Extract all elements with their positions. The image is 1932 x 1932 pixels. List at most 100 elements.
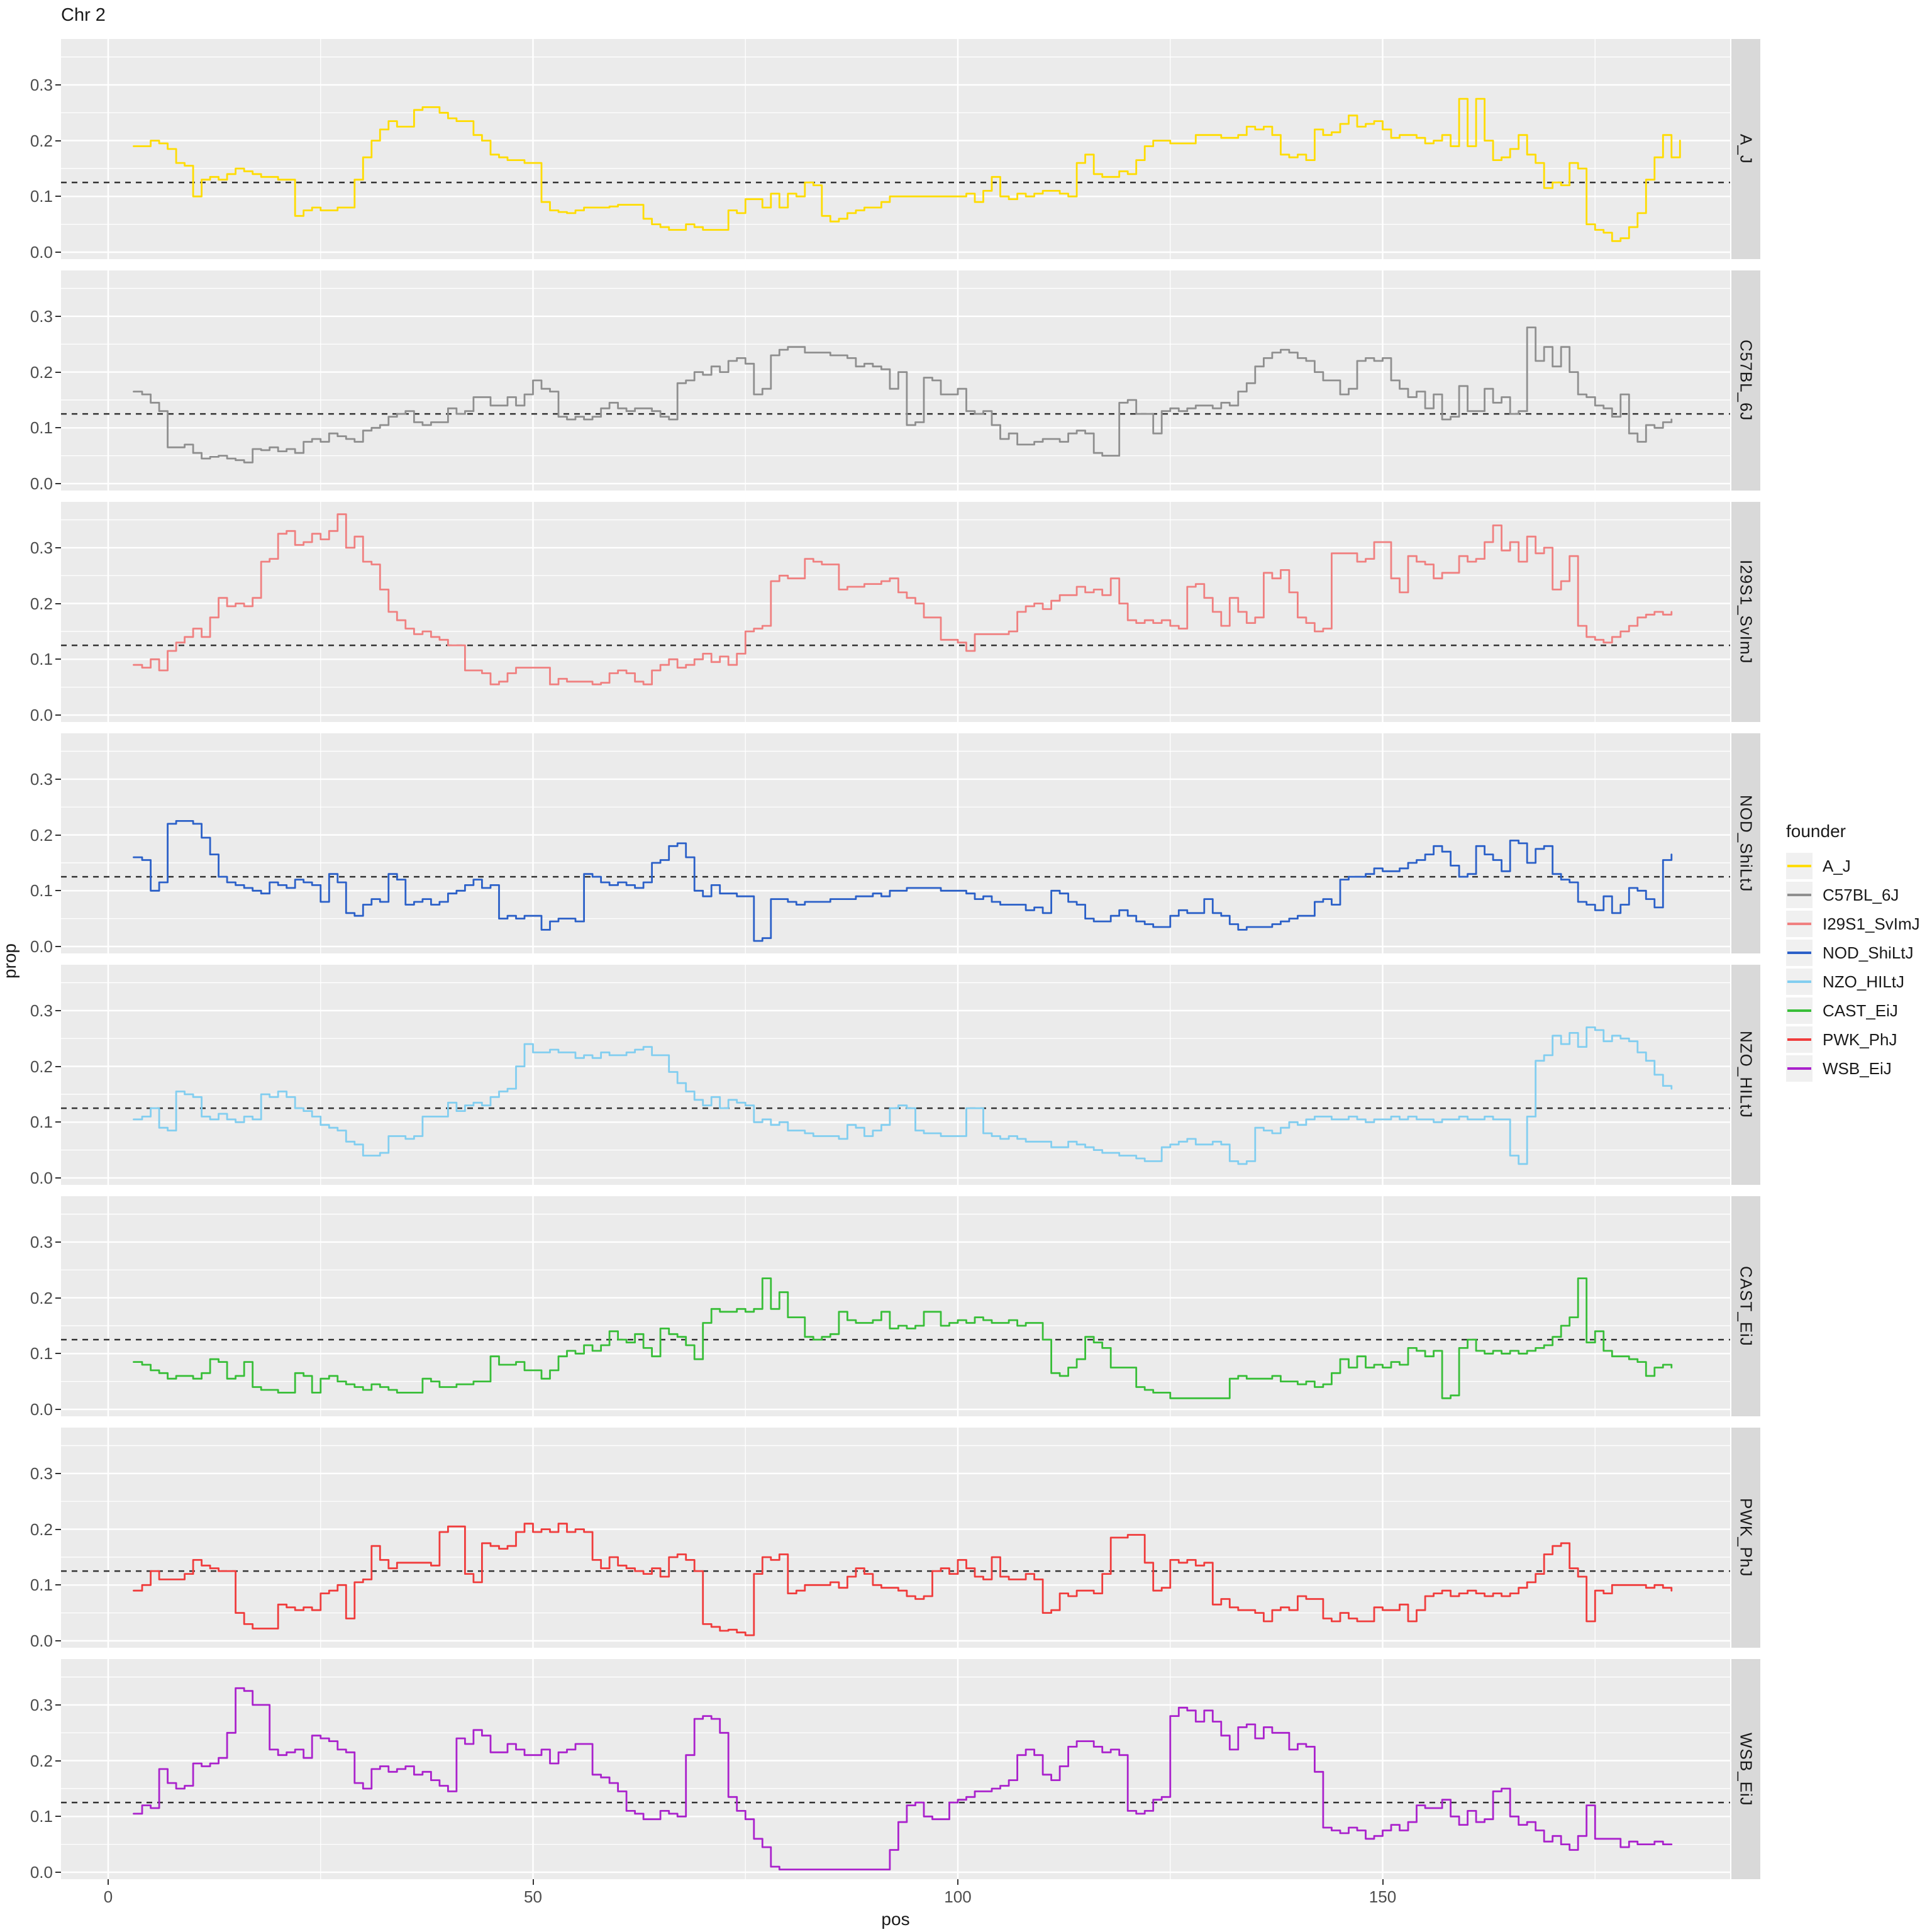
y-tick-label: 0.3 xyxy=(30,1695,53,1714)
legend-key-line xyxy=(1787,980,1811,983)
y-tick-mark xyxy=(55,946,61,947)
y-tick-mark xyxy=(55,1528,61,1530)
legend-key-swatch xyxy=(1786,911,1813,937)
legend-key-line xyxy=(1787,1067,1811,1070)
facet-row-CAST_EiJ: 0.0 0.1 0.2 0.3 CAST_EiJ xyxy=(0,1196,1932,1419)
facet-panel-NOD_ShiLtJ xyxy=(61,733,1730,953)
x-tick-label: 0 xyxy=(103,1887,113,1906)
y-tick-mark xyxy=(55,1872,61,1873)
facet-strip-NOD_ShiLtJ: NOD_ShiLtJ xyxy=(1731,733,1760,953)
y-tick-mark xyxy=(55,483,61,484)
y-tick-mark xyxy=(55,890,61,892)
chart-title: Chr 2 xyxy=(61,5,106,25)
y-tick-label: 0.2 xyxy=(30,131,53,150)
x-tick-mark xyxy=(108,1879,109,1885)
legend-item-WSB_EiJ: WSB_EiJ xyxy=(1786,1054,1920,1083)
facet-strip-label: NZO_HILtJ xyxy=(1736,1031,1756,1119)
x-axis-label: pos xyxy=(881,1909,910,1929)
legend-item-label: C57BL_6J xyxy=(1823,885,1899,904)
y-tick-mark xyxy=(55,1065,61,1067)
legend-item-label: I29S1_SvImJ xyxy=(1823,914,1920,933)
y-tick-label: 0.2 xyxy=(30,1288,53,1307)
y-tick-label: 0.2 xyxy=(30,825,53,845)
facet-strip-WSB_EiJ: WSB_EiJ xyxy=(1731,1659,1760,1879)
legend-item-PWK_PhJ: PWK_PhJ xyxy=(1786,1025,1920,1054)
x-tick-label: 50 xyxy=(524,1887,542,1906)
x-tick-mark xyxy=(1382,1879,1384,1885)
legend-key-line xyxy=(1787,865,1811,867)
y-tick-label: 0.3 xyxy=(30,1463,53,1483)
facet-strip-I29S1_SvImJ: I29S1_SvImJ xyxy=(1731,502,1760,722)
y-tick-label: 0.1 xyxy=(30,881,53,901)
y-tick-mark xyxy=(55,1584,61,1586)
facet-panel-PWK_PhJ xyxy=(61,1428,1730,1648)
y-tick-label: 0.3 xyxy=(30,1232,53,1252)
y-tick-mark xyxy=(55,252,61,253)
y-tick-label: 0.0 xyxy=(30,706,53,724)
series-line-C57BL_6J xyxy=(133,326,1673,464)
y-tick-mark xyxy=(55,714,61,716)
y-tick-label: 0.1 xyxy=(30,650,53,669)
y-tick-label: 0.0 xyxy=(30,1169,53,1187)
legend-item-label: CAST_EiJ xyxy=(1823,1001,1898,1020)
series-line-NOD_ShiLtJ xyxy=(133,820,1673,942)
series-line-WSB_EiJ xyxy=(133,1687,1673,1870)
facet-row-I29S1_SvImJ: 0.0 0.1 0.2 0.3 I29S1_SvImJ xyxy=(0,502,1932,724)
legend-item-label: A_J xyxy=(1823,856,1851,875)
y-tick-label: 0.0 xyxy=(30,474,53,493)
series-line-I29S1_SvImJ xyxy=(133,513,1673,686)
x-tick-mark xyxy=(532,1879,534,1885)
y-tick-mark xyxy=(55,1816,61,1818)
facet-strip-C57BL_6J: C57BL_6J xyxy=(1731,270,1760,491)
y-tick-label: 0.2 xyxy=(30,594,53,613)
y-tick-mark xyxy=(55,315,61,317)
y-tick-label: 0.1 xyxy=(30,1113,53,1132)
y-tick-mark xyxy=(55,1704,61,1706)
y-tick-label: 0.3 xyxy=(30,306,53,326)
legend-items: A_J C57BL_6J I29S1_SvImJ NOD_ShiLtJ NZO_HILt… xyxy=(1786,852,1920,1083)
y-tick-mark xyxy=(55,427,61,429)
facet-strip-label: NOD_ShiLtJ xyxy=(1736,794,1756,892)
legend-title: founder xyxy=(1786,821,1846,841)
legend-key-line xyxy=(1787,1038,1811,1041)
y-tick-label: 0.2 xyxy=(30,1057,53,1076)
facet-strip-label: PWK_PhJ xyxy=(1736,1498,1756,1577)
legend-key-line xyxy=(1787,923,1811,925)
y-tick-label: 0.3 xyxy=(30,75,53,94)
legend-item-C57BL_6J: C57BL_6J xyxy=(1786,880,1920,909)
facet-strip-CAST_EiJ: CAST_EiJ xyxy=(1731,1196,1760,1416)
legend-item-label: WSB_EiJ xyxy=(1823,1058,1892,1078)
y-tick-mark xyxy=(55,1353,61,1355)
legend-item-CAST_EiJ: CAST_EiJ xyxy=(1786,996,1920,1025)
x-tick-label: 100 xyxy=(944,1887,972,1906)
facet-row-NOD_ShiLtJ: 0.0 0.1 0.2 0.3 NOD_ShiLtJ xyxy=(0,733,1932,956)
series-line-CAST_EiJ xyxy=(133,1277,1673,1399)
legend-key-swatch xyxy=(1786,1055,1813,1082)
legend-key-line xyxy=(1787,894,1811,896)
legend-key-swatch xyxy=(1786,1026,1813,1053)
legend-item-I29S1_SvImJ: I29S1_SvImJ xyxy=(1786,909,1920,938)
y-tick-mark xyxy=(55,84,61,86)
y-tick-label: 0.3 xyxy=(30,538,53,557)
facet-row-NZO_HILtJ: 0.0 0.1 0.2 0.3 NZO_HILtJ xyxy=(0,965,1932,1187)
legend: founder A_J C57BL_6J I29S1_SvImJ NOD_ShiLtJ… xyxy=(1786,821,1920,1083)
facet-strip-A_J: A_J xyxy=(1731,39,1760,259)
y-tick-label: 0.2 xyxy=(30,362,53,382)
y-tick-label: 0.3 xyxy=(30,1001,53,1020)
y-tick-label: 0.1 xyxy=(30,187,53,206)
legend-item-A_J: A_J xyxy=(1786,852,1920,880)
legend-key-swatch xyxy=(1786,882,1813,908)
y-tick-mark xyxy=(55,1297,61,1299)
facet-strip-label: CAST_EiJ xyxy=(1736,1266,1756,1346)
facet-strip-label: WSB_EiJ xyxy=(1736,1732,1756,1806)
y-tick-label: 0.0 xyxy=(30,937,53,956)
facet-row-WSB_EiJ: 0.0 0.1 0.2 0.3 WSB_EiJ 0 50 100 150 xyxy=(0,1659,1932,1906)
facet-row-PWK_PhJ: 0.0 0.1 0.2 0.3 PWK_PhJ xyxy=(0,1428,1932,1650)
y-tick-label: 0.3 xyxy=(30,769,53,789)
y-tick-label: 0.0 xyxy=(30,243,53,262)
y-tick-label: 0.1 xyxy=(30,1807,53,1826)
facet-panel-C57BL_6J xyxy=(61,270,1730,491)
legend-key-line xyxy=(1787,952,1811,954)
y-tick-mark xyxy=(55,1121,61,1123)
facet-panel-A_J xyxy=(61,39,1730,259)
